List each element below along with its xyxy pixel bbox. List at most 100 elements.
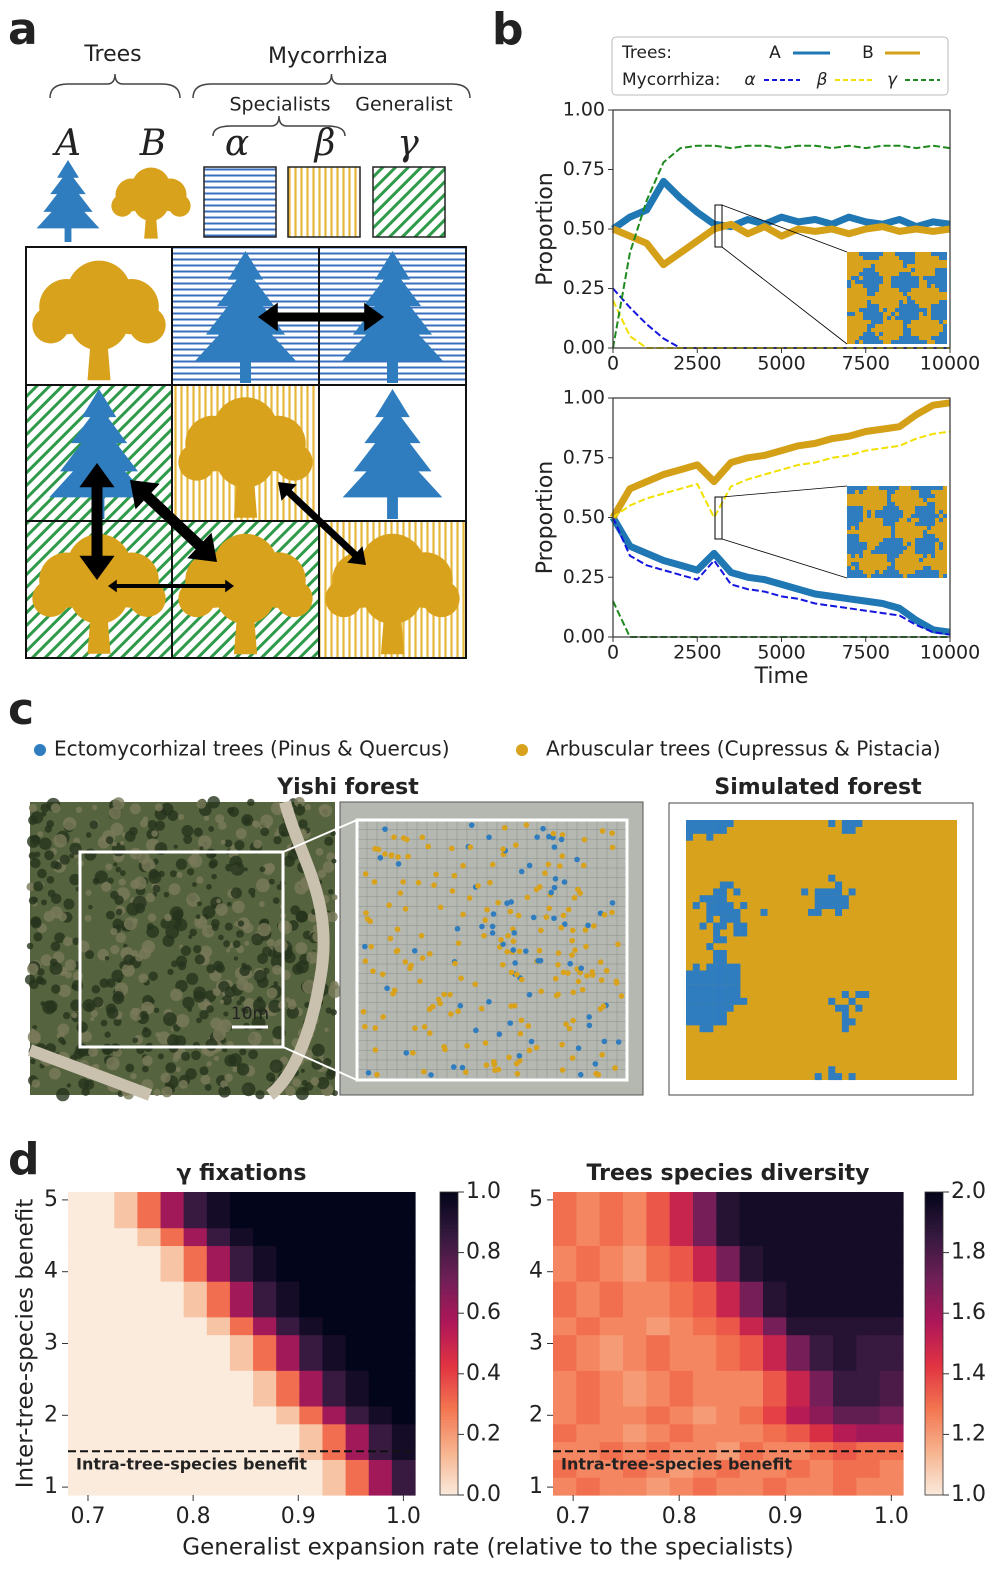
inset-cell xyxy=(867,324,871,328)
brace xyxy=(212,115,346,137)
inset-cell xyxy=(863,316,867,320)
colorbar-step xyxy=(925,1376,943,1381)
inset-cell xyxy=(875,252,879,256)
vegetation xyxy=(220,1080,228,1088)
colorbar-step xyxy=(925,1443,943,1448)
sim-cell xyxy=(719,915,727,923)
colorbar-step xyxy=(440,1404,458,1408)
inset-cell xyxy=(895,340,899,344)
tree-dot xyxy=(558,924,565,931)
sim-cell xyxy=(835,888,843,896)
inset-cell xyxy=(887,554,891,558)
inset-cell xyxy=(859,570,863,574)
colorbar-step xyxy=(925,1310,943,1314)
tree-dot xyxy=(552,975,559,982)
colorbar-step xyxy=(925,1334,943,1339)
inset-cell xyxy=(851,534,855,538)
heat-cell xyxy=(786,1281,811,1300)
inset-cell xyxy=(907,542,911,546)
vegetation xyxy=(112,992,125,1005)
tree-dot xyxy=(464,1043,470,1049)
vegetation xyxy=(40,954,53,967)
vegetation xyxy=(223,940,231,948)
tree-dot xyxy=(384,985,390,992)
inset-cell xyxy=(915,340,919,344)
vegetation xyxy=(147,913,157,922)
sim-cell xyxy=(828,997,836,1005)
colorbar-step xyxy=(925,1216,943,1220)
colorbar-tick-label: 2.0 xyxy=(951,1179,986,1204)
y-tick-label: 0.75 xyxy=(563,446,605,468)
inset-cell xyxy=(875,336,879,340)
vegetation xyxy=(160,1072,171,1083)
colorbar-step xyxy=(440,1310,458,1314)
y-tick-label: 5 xyxy=(529,1187,543,1212)
inset-cell xyxy=(891,514,895,518)
inset-cell xyxy=(847,284,851,288)
inset-cell xyxy=(907,284,911,288)
vegetation xyxy=(88,904,93,910)
sim-cell xyxy=(706,1018,714,1026)
heat-cell xyxy=(299,1459,324,1478)
heat-cell xyxy=(137,1316,162,1336)
sim-cell xyxy=(686,1004,693,1012)
zoom-line xyxy=(282,1046,358,1081)
heat-cell xyxy=(229,1370,254,1389)
heat-cell xyxy=(183,1281,208,1300)
heat-cell xyxy=(368,1263,393,1282)
sim-cell xyxy=(706,977,714,985)
heat-cell xyxy=(763,1263,787,1282)
arrow xyxy=(108,579,234,593)
colorbar-step xyxy=(440,1482,458,1487)
heat-cell xyxy=(345,1316,370,1336)
vegetation xyxy=(248,1049,258,1060)
vegetation xyxy=(170,916,183,929)
tree-dot xyxy=(612,1065,618,1071)
sim-cell xyxy=(821,895,829,903)
inset-cell xyxy=(891,340,895,344)
sim-cell xyxy=(841,1004,849,1012)
heat-cell xyxy=(322,1388,347,1407)
vegetation xyxy=(183,835,193,845)
vegetation xyxy=(268,999,282,1013)
tree-dot xyxy=(455,1008,461,1015)
tree-dot xyxy=(388,852,395,858)
tree-dot xyxy=(545,861,552,868)
y-axis-label: Proportion xyxy=(533,461,558,575)
vegetation xyxy=(84,1079,95,1090)
colorbar-step xyxy=(440,1382,458,1387)
vegetation xyxy=(69,873,81,886)
inset-cell xyxy=(907,574,911,578)
inset-cell xyxy=(883,570,887,574)
inset-cell xyxy=(879,550,883,554)
colorbar-step xyxy=(440,1470,458,1475)
inset-cell xyxy=(895,280,899,284)
y-tick-label: 0.00 xyxy=(563,337,605,359)
inset-cell xyxy=(915,574,919,578)
inset-cell xyxy=(891,546,895,550)
inset-cell xyxy=(903,340,907,344)
tree-dot xyxy=(380,1014,386,1020)
vegetation xyxy=(139,947,151,960)
tree-dot xyxy=(586,1022,593,1029)
inset-cell xyxy=(895,506,899,510)
inset-cell xyxy=(919,494,923,498)
vegetation xyxy=(64,971,72,979)
vegetation xyxy=(101,1043,114,1056)
colorbar-step xyxy=(440,1428,458,1432)
tree-dot xyxy=(379,971,386,978)
sim-cell xyxy=(719,1011,727,1019)
tree-dot xyxy=(391,834,397,840)
series-line xyxy=(612,517,951,636)
vegetation xyxy=(56,1087,70,1102)
inset-cell xyxy=(871,336,875,340)
tree-dot xyxy=(448,1011,454,1017)
vegetation xyxy=(54,932,66,944)
sim-cell xyxy=(726,977,734,985)
vegetation xyxy=(51,984,61,994)
sim-cell xyxy=(855,1004,863,1012)
tree-dot xyxy=(467,844,474,850)
heat-cell xyxy=(68,1281,92,1300)
inset-cell xyxy=(927,542,931,546)
heat-cell xyxy=(391,1352,416,1371)
